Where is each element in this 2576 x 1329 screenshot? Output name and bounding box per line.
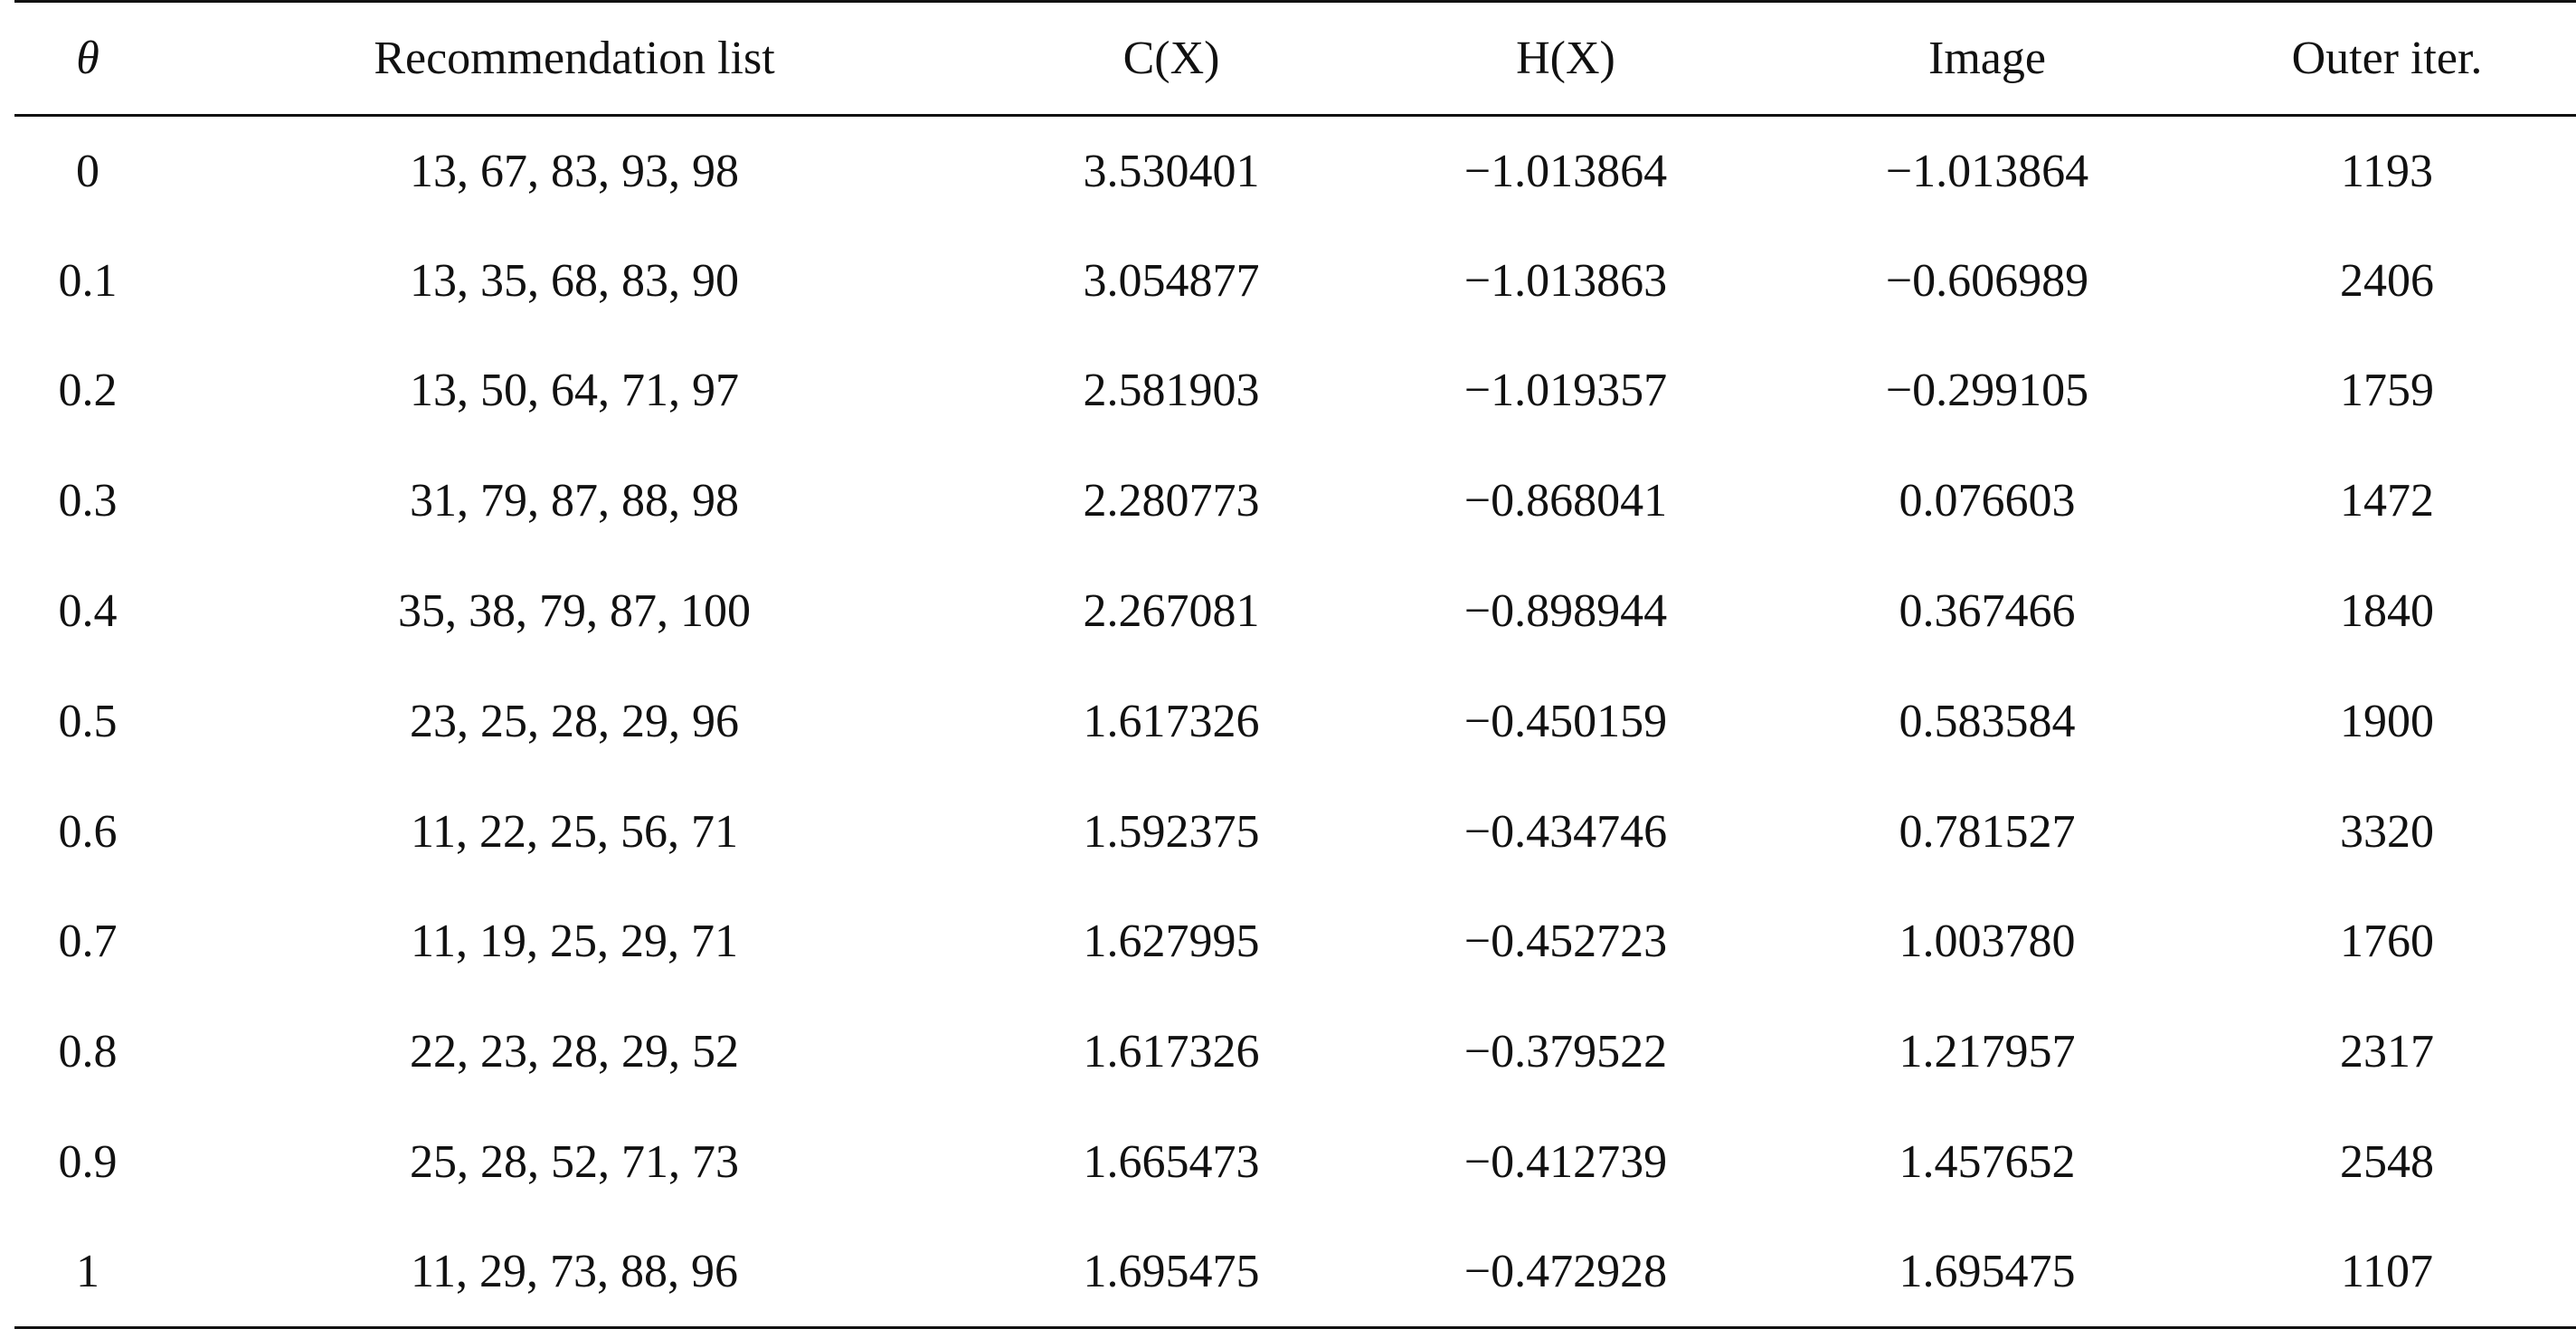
- cell-image: 1.217957: [1899, 1026, 2076, 1078]
- cell-hx: −0.450159: [1463, 695, 1668, 747]
- cell-theta: 0.3: [58, 475, 118, 527]
- header-cx: C(X): [988, 0, 1355, 117]
- table-row: 0.2 13, 50, 64, 71, 97 2.581903 −1.019357 −0…: [14, 336, 2576, 446]
- cell-hx: −0.412739: [1463, 1136, 1668, 1189]
- cell-hx: −0.898944: [1463, 585, 1668, 638]
- cell-hx: −1.013864: [1463, 145, 1668, 197]
- cell-outer-iter: 1107: [2198, 1217, 2576, 1329]
- cell-outer-iter: 3320: [2340, 805, 2434, 858]
- cell-image: 1.695475: [1776, 1217, 2198, 1329]
- header-recommendation-list: Recommendation list: [161, 0, 988, 117]
- cell-hx: −0.452723: [1463, 916, 1668, 968]
- cell-image: 0.367466: [1899, 585, 2076, 638]
- cell-cx: 2.581903: [1083, 365, 1260, 417]
- cell-recommendation-list: 11, 22, 25, 56, 71: [410, 805, 739, 858]
- cell-recommendation-list: 22, 23, 28, 29, 52: [410, 1026, 739, 1078]
- cell-theta: 0.4: [58, 585, 118, 638]
- cell-hx: −0.434746: [1463, 805, 1668, 858]
- cell-theta: 0.1: [58, 254, 118, 307]
- cell-outer-iter: 2317: [2340, 1026, 2434, 1078]
- cell-outer-iter: 2406: [2340, 254, 2434, 307]
- table-row: 0.9 25, 28, 52, 71, 73 1.665473 −0.412739 1.…: [14, 1107, 2576, 1218]
- header-outer-iter: Outer iter.: [2198, 0, 2576, 117]
- cell-theta: 0.8: [58, 1026, 118, 1078]
- cell-recommendation-list: 13, 50, 64, 71, 97: [410, 365, 739, 417]
- cell-image: 0.583584: [1899, 695, 2076, 747]
- table-body: 0 13, 67, 83, 93, 98 3.530401 −1.013864 −1.0…: [14, 116, 2576, 1329]
- cell-cx: 3.530401: [1083, 145, 1260, 197]
- header-hx: H(X): [1355, 0, 1776, 117]
- header-image: Image: [1776, 0, 2198, 117]
- cell-cx: 1.665473: [1083, 1136, 1260, 1189]
- cell-theta: 1: [14, 1217, 161, 1329]
- cell-cx: 1.627995: [1083, 916, 1260, 968]
- cell-recommendation-list: 35, 38, 79, 87, 100: [398, 585, 751, 638]
- cell-theta: 0.2: [58, 365, 118, 417]
- cell-outer-iter: 1759: [2340, 365, 2434, 417]
- results-table: θ Recommendation list C(X) H(X) Image Ou…: [14, 0, 2576, 1329]
- cell-hx: −1.019357: [1463, 365, 1668, 417]
- cell-image: 0.781527: [1899, 805, 2076, 858]
- cell-recommendation-list: 11, 19, 25, 29, 71: [410, 916, 739, 968]
- table-row: 0.1 13, 35, 68, 83, 90 3.054877 −1.013863 −0…: [14, 225, 2576, 336]
- cell-theta: 0.6: [58, 805, 118, 858]
- cell-cx: 2.280773: [1083, 475, 1260, 527]
- table-row: 0.8 22, 23, 28, 29, 52 1.617326 −0.379522 1.…: [14, 997, 2576, 1107]
- cell-recommendation-list: 13, 35, 68, 83, 90: [410, 254, 739, 307]
- table-row: 1 11, 29, 73, 88, 96 1.695475 −0.472928 1.69…: [14, 1217, 2576, 1329]
- cell-image: −0.606989: [1885, 254, 2089, 307]
- table-row: 0.5 23, 25, 28, 29, 96 1.617326 −0.450159 0.…: [14, 666, 2576, 776]
- cell-recommendation-list: 25, 28, 52, 71, 73: [410, 1136, 739, 1189]
- cell-outer-iter: 1472: [2340, 475, 2434, 527]
- cell-outer-iter: 1900: [2340, 695, 2434, 747]
- cell-recommendation-list: 23, 25, 28, 29, 96: [410, 695, 739, 747]
- cell-theta: 0.9: [58, 1136, 118, 1189]
- header-theta: θ: [14, 0, 161, 117]
- cell-hx: −0.379522: [1463, 1026, 1668, 1078]
- cell-theta: 0.7: [58, 916, 118, 968]
- cell-recommendation-list: 13, 67, 83, 93, 98: [410, 145, 739, 197]
- cell-outer-iter: 1760: [2340, 916, 2434, 968]
- cell-cx: 3.054877: [1083, 254, 1260, 307]
- cell-outer-iter: 2548: [2340, 1136, 2434, 1189]
- cell-image: 0.076603: [1899, 475, 2076, 527]
- cell-hx: −0.868041: [1463, 475, 1668, 527]
- table-row: 0.4 35, 38, 79, 87, 100 2.267081 −0.898944 0…: [14, 556, 2576, 667]
- cell-cx: 1.617326: [1083, 695, 1260, 747]
- cell-theta: 0.5: [58, 695, 118, 747]
- cell-cx: 1.695475: [988, 1217, 1355, 1329]
- table-row: 0.7 11, 19, 25, 29, 71 1.627995 −0.452723 1.…: [14, 887, 2576, 997]
- cell-outer-iter: 1193: [2340, 145, 2434, 197]
- cell-image: 1.457652: [1899, 1136, 2076, 1189]
- cell-recommendation-list: 31, 79, 87, 88, 98: [410, 475, 739, 527]
- table-row: 0.6 11, 22, 25, 56, 71 1.592375 −0.434746 0.…: [14, 776, 2576, 887]
- cell-hx: −1.013863: [1463, 254, 1668, 307]
- cell-theta: 0: [76, 145, 99, 197]
- table-header: θ Recommendation list C(X) H(X) Image Ou…: [14, 0, 2576, 117]
- cell-cx: 2.267081: [1083, 585, 1260, 638]
- cell-cx: 1.592375: [1083, 805, 1260, 858]
- table-row: 0.3 31, 79, 87, 88, 98 2.280773 −0.868041 0.…: [14, 446, 2576, 556]
- cell-hx: −0.472928: [1355, 1217, 1776, 1329]
- cell-image: 1.003780: [1899, 916, 2076, 968]
- cell-image: −1.013864: [1885, 145, 2089, 197]
- cell-outer-iter: 1840: [2340, 585, 2434, 638]
- cell-cx: 1.617326: [1083, 1026, 1260, 1078]
- header-row: θ Recommendation list C(X) H(X) Image Ou…: [14, 0, 2576, 117]
- table-row: 0 13, 67, 83, 93, 98 3.530401 −1.013864 −1.0…: [14, 116, 2576, 226]
- cell-image: −0.299105: [1885, 365, 2089, 417]
- cell-recommendation-list: 11, 29, 73, 88, 96: [161, 1217, 988, 1329]
